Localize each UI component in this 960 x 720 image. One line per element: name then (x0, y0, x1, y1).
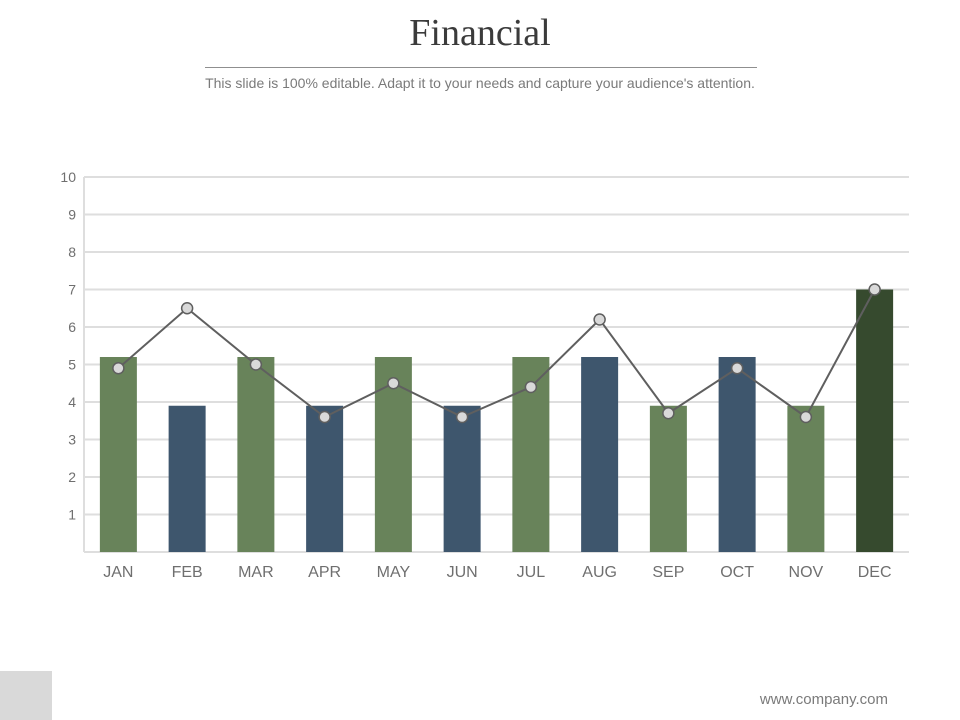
point-may (387, 377, 400, 390)
bar-series (99, 289, 894, 552)
point-nov (799, 410, 813, 424)
x-tick-label: JUN (447, 564, 478, 581)
point-apr (318, 410, 331, 424)
slide-subtitle: This slide is 100% editable. Adapt it to… (205, 75, 755, 91)
bar-sep (649, 405, 687, 552)
point-jan (112, 362, 125, 375)
x-tick-label: JUL (517, 564, 546, 581)
y-tick-label: 4 (68, 394, 76, 410)
y-tick-label: 2 (68, 469, 76, 485)
y-tick-label: 10 (60, 169, 76, 185)
series-line (117, 289, 876, 419)
x-tick-label: AUG (582, 564, 617, 581)
title-divider (205, 67, 757, 68)
x-tick-label: MAR (238, 564, 274, 581)
bar-feb (168, 405, 206, 552)
point-dec (868, 283, 881, 296)
point-sep (662, 407, 675, 420)
y-tick-label: 3 (68, 432, 76, 448)
bar-oct (718, 357, 756, 552)
x-tick-label: MAY (377, 564, 411, 581)
y-tick-label: 1 (68, 507, 76, 523)
x-tick-label: SEP (652, 564, 684, 581)
x-tick-label: OCT (720, 564, 754, 581)
bar-jan (99, 357, 137, 552)
x-tick-label: JAN (103, 564, 133, 581)
y-tick-label: 8 (68, 244, 76, 260)
y-tick-label: 5 (68, 357, 76, 373)
point-jun (455, 410, 469, 424)
bar-apr (306, 405, 344, 552)
bar-mar (237, 357, 275, 552)
footer-website: www.company.com (759, 691, 888, 708)
y-tick-label: 6 (68, 319, 76, 335)
line-series (112, 283, 881, 424)
x-tick-label: NOV (789, 564, 824, 581)
point-jul (524, 380, 538, 394)
y-tick-label: 7 (68, 282, 76, 298)
x-tick-label: DEC (858, 564, 892, 581)
point-feb (180, 302, 194, 315)
bar-jun (443, 405, 481, 552)
y-axis-ticks: 1 2 3 4 5 6 7 8 9 10 (60, 169, 76, 523)
x-tick-label: APR (308, 564, 341, 581)
gridlines (83, 176, 909, 553)
corner-decoration (0, 671, 52, 720)
y-tick-label: 9 (68, 207, 76, 223)
point-aug (593, 313, 606, 326)
slide-title: Financial (409, 12, 551, 54)
point-oct (730, 362, 744, 375)
bar-nov (787, 405, 825, 552)
x-tick-label: FEB (172, 564, 203, 581)
x-axis-ticks: JAN FEB MAR APR MAY JUN JUL AUG SEP OCT NOV DEC (103, 564, 891, 581)
point-mar (249, 358, 263, 371)
bar-aug (581, 357, 619, 552)
bar-dec (856, 289, 894, 552)
